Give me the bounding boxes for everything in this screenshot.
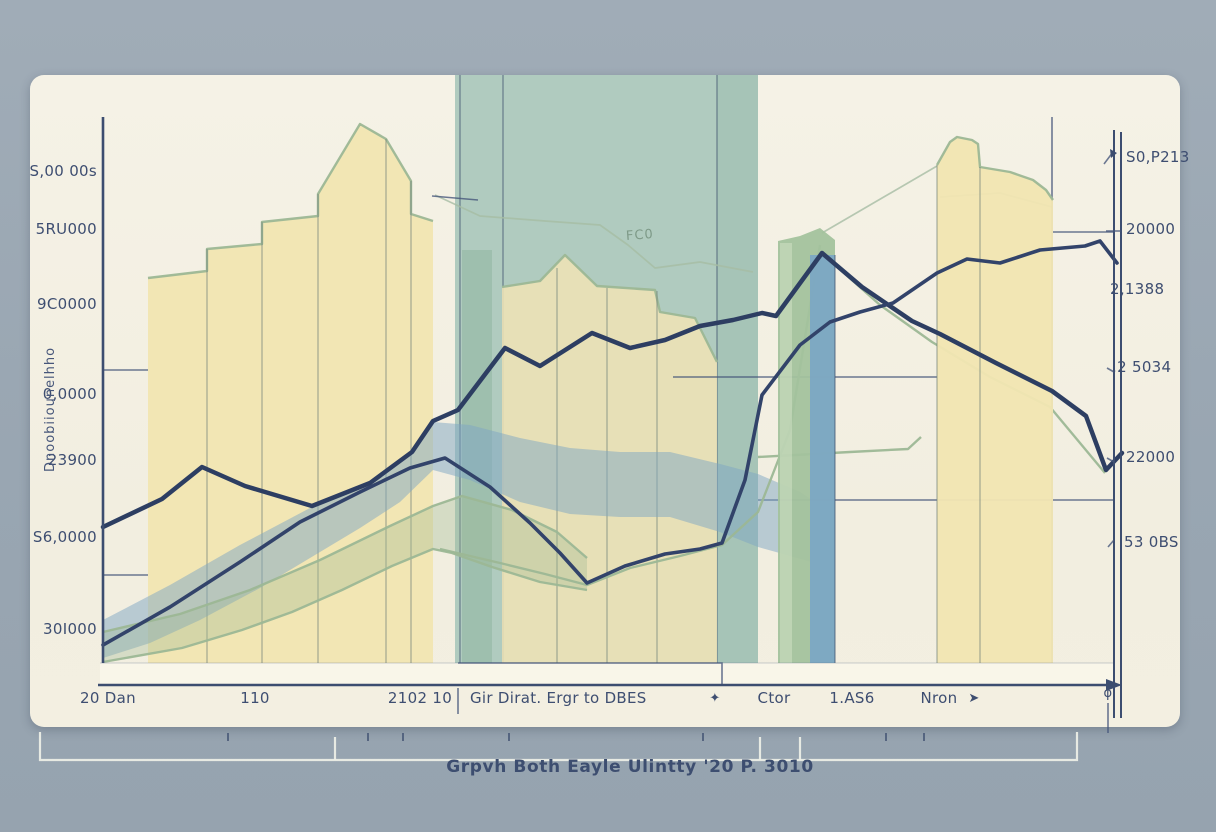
- shape-f-bluecol: [810, 255, 835, 663]
- shape-f-navy: [1110, 149, 1117, 158]
- inline-annotation: FC0: [625, 227, 655, 244]
- right-tick-3: 2,1388: [1110, 280, 1165, 298]
- left-tick-1: S,00 00s: [29, 162, 97, 180]
- shape-s-sage: [102, 547, 588, 664]
- shape-f-tick: [508, 733, 510, 741]
- x-tick-7: Nron: [920, 689, 958, 707]
- shape-s-sage: [102, 494, 588, 634]
- shape-s-sage: [501, 253, 719, 363]
- shape-f-teal2: [717, 75, 758, 663]
- shape-s-sage: [935, 135, 1054, 201]
- x-tick-2: 110: [240, 689, 270, 707]
- x-tick-glyph-phi: φ: [1103, 686, 1113, 701]
- x-tick-3: 2102 10: [387, 689, 453, 707]
- right-tick-5: 22000: [1126, 448, 1176, 466]
- right-tick-6: 53 0BS: [1124, 533, 1179, 551]
- shape-f-strip: [100, 663, 1114, 684]
- left-tick-7: 30I000: [43, 620, 97, 638]
- right-tick-1: S0,P213: [1126, 148, 1190, 166]
- shape-s-navy-med: [101, 239, 1119, 647]
- x-tick-5: Ctor: [757, 689, 791, 707]
- left-tick-2: 5RU000: [35, 220, 97, 238]
- shape-s-sage: [439, 244, 822, 587]
- shape-s-grid: [431, 195, 479, 201]
- shape-f-colhi: [780, 243, 792, 663]
- shape-s-sage-faint: [434, 194, 754, 273]
- right-tick-4: .2 5034: [1112, 358, 1172, 376]
- left-tick-3: 9C0000: [37, 295, 97, 313]
- x-tick-glyph-star: ✦: [709, 691, 721, 706]
- x-tick-6: 1.AS6: [829, 689, 875, 707]
- shape-s-grid: [1107, 539, 1115, 548]
- shape-f-tick: [702, 733, 704, 741]
- x-tick-glyph-arrow: ➤: [968, 691, 980, 706]
- shape-s-grid: [1106, 457, 1115, 463]
- shape-f-greenband: [103, 496, 587, 662]
- shape-s-sage-faint: [821, 165, 938, 234]
- shape-s-grid: [458, 662, 723, 684]
- left-tick-6: S6,0000: [32, 528, 97, 546]
- left-tick-5: 23900: [47, 451, 97, 469]
- shape-f-tick: [885, 733, 887, 741]
- shape-f-tick: [367, 733, 369, 741]
- shape-s-navy-thick: [100, 250, 1125, 530]
- right-tick-2: 20000: [1126, 220, 1176, 238]
- shape-f-tick: [227, 733, 229, 741]
- shape-f-tick: [923, 733, 925, 741]
- shape-f-yellow: [937, 137, 1053, 663]
- left-axis-vertical-label: Dnoobiiounelhho: [43, 346, 58, 472]
- shape-f-tick: [402, 733, 404, 741]
- left-tick-4: 0,0000: [42, 385, 97, 403]
- shape-s-white: [38, 732, 1079, 762]
- figure-caption: Grpvh Both Eayle Ulintty '20 P. 3010: [446, 757, 814, 777]
- shape-s-grid: [1106, 367, 1115, 373]
- shape-f-yellow: [148, 124, 433, 663]
- x-tick-1: 20 Dan: [80, 689, 136, 707]
- x-tick-4: Gir Dirat. Ergr to DBES: [470, 689, 647, 707]
- shape-f-blueband: [103, 422, 812, 658]
